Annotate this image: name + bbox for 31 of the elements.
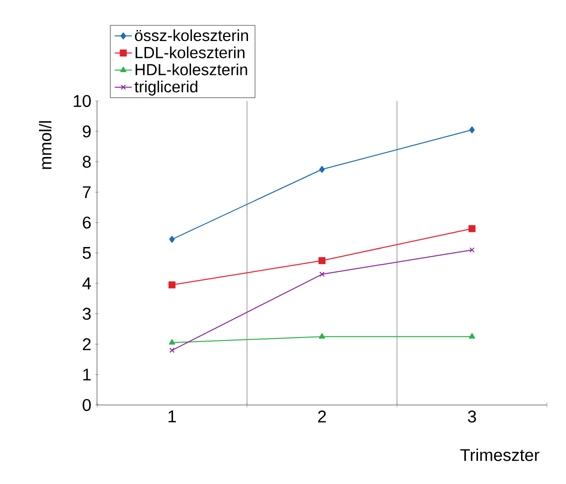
point bbox=[469, 126, 475, 134]
point bbox=[319, 166, 325, 173]
y-tick-label: 0 bbox=[82, 398, 91, 412]
y-tick-label: 2 bbox=[82, 338, 91, 350]
y-tick-label: 1 bbox=[83, 368, 91, 380]
point bbox=[318, 333, 326, 339]
legend-label: HDL-koleszterin bbox=[136, 64, 248, 76]
point bbox=[169, 348, 175, 353]
point bbox=[169, 236, 175, 243]
y-tick-label: 9 bbox=[82, 125, 91, 138]
y-tick-label: 7 bbox=[82, 186, 91, 198]
point bbox=[168, 281, 176, 288]
y-tick-label: 3 bbox=[82, 308, 91, 320]
x-axis-title: Trimeszter bbox=[460, 448, 540, 462]
legend-label: össz-koleszterin bbox=[135, 29, 248, 42]
x-tick-label: 1 bbox=[168, 410, 176, 422]
y-tick-label: 4 bbox=[82, 278, 91, 290]
y-axis-title: mmol/l bbox=[39, 121, 52, 169]
x-tick-label: 3 bbox=[468, 410, 476, 423]
point bbox=[468, 225, 476, 232]
y-tick-label: 5 bbox=[82, 247, 91, 259]
point bbox=[319, 272, 325, 277]
x-tick-label: 2 bbox=[318, 410, 326, 422]
point bbox=[168, 339, 176, 345]
y-tick-label: 10 bbox=[74, 94, 91, 108]
point bbox=[318, 257, 326, 264]
legend-label: triglicerid bbox=[134, 80, 198, 96]
y-tick-label: 8 bbox=[82, 156, 91, 168]
legend-label: LDL-koleszterin bbox=[136, 46, 244, 58]
point bbox=[468, 333, 476, 339]
y-tick-label: 6 bbox=[82, 216, 91, 229]
